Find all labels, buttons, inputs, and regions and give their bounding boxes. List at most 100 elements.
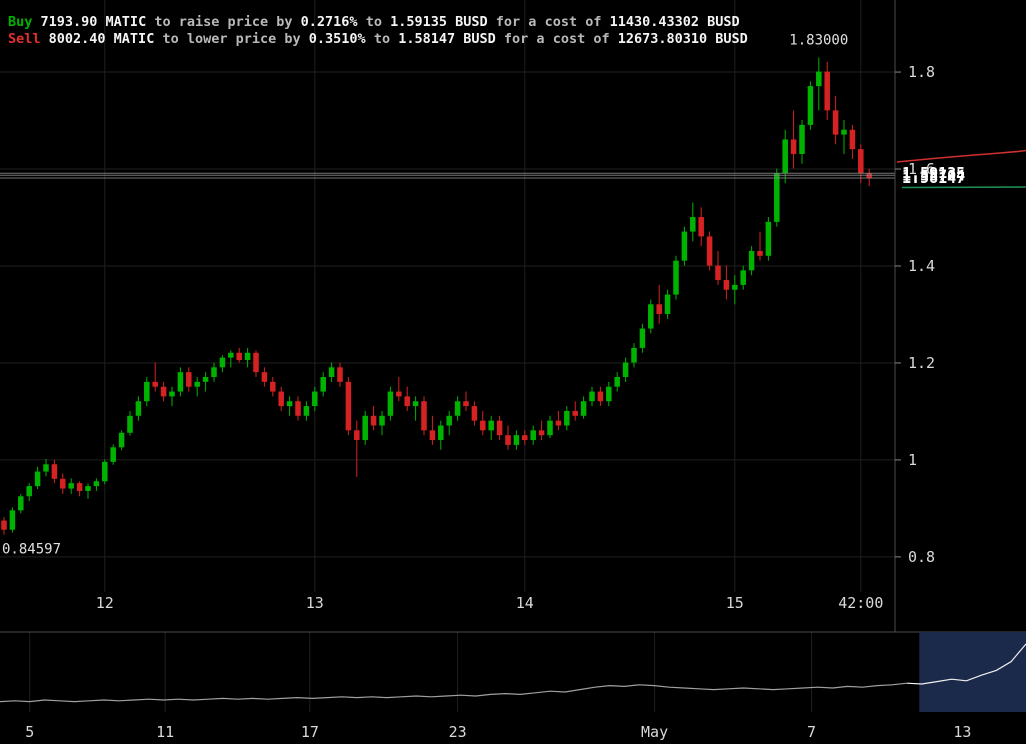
candle-body (202, 377, 209, 382)
candle-body (748, 250, 755, 271)
impact-text: 1.58147 BUSD (398, 31, 496, 47)
candle-body (698, 217, 704, 237)
candle-body (774, 173, 780, 222)
candle-body (1, 520, 7, 530)
bid-depth-curve (901, 186, 1026, 189)
candle-body (93, 481, 100, 487)
price-axis[interactable] (896, 0, 1026, 632)
candle-body (211, 367, 217, 378)
candle-body (664, 294, 671, 314)
buy-impact-line-action: Buy (8, 14, 33, 30)
candle-body (723, 280, 730, 290)
candle-body (219, 357, 226, 368)
candle-body (328, 367, 335, 378)
candle-body (102, 461, 108, 482)
candle-body (496, 420, 503, 436)
buy-impact-line: Buy 7193.90 MATIC to raise price by 0.27… (8, 14, 748, 31)
candle-body (261, 372, 268, 382)
candle-body (732, 284, 738, 290)
candle-body (76, 483, 83, 491)
navigator-line-active (906, 643, 1026, 685)
price-axis-label: 1.2 (908, 354, 935, 372)
candle-body (68, 483, 74, 489)
nav-axis-label: May (641, 723, 668, 741)
candle-body (236, 352, 242, 361)
candle-body (866, 173, 872, 179)
candle-body (370, 415, 377, 426)
time-axis-label: 42:00 (838, 594, 883, 612)
candle-body (177, 372, 184, 392)
candle-body (765, 221, 772, 256)
candle-body (597, 391, 604, 402)
candle-body (832, 110, 839, 135)
candle-body (379, 415, 385, 426)
impact-text: to (365, 14, 382, 30)
candle-body (34, 471, 41, 487)
candle-body (807, 86, 814, 125)
impact-text: 8002.40 MATIC (48, 31, 155, 47)
high-price-annotation: 1.83000 (789, 33, 848, 49)
candle-body (513, 435, 520, 445)
candle-body (85, 486, 91, 491)
candle-body (51, 464, 58, 479)
candle-body (362, 415, 368, 441)
candle-body (454, 401, 461, 416)
price-axis-label: 1.6 (908, 160, 935, 178)
candle-body (538, 430, 545, 436)
candle-body (690, 217, 696, 232)
candle-body (858, 149, 864, 174)
candle-body (715, 265, 721, 281)
order-impact-overlay: Buy 7193.90 MATIC to raise price by 0.27… (8, 14, 748, 48)
candle-body (152, 381, 158, 387)
navigator-selection[interactable] (919, 632, 1026, 712)
candle-body (396, 391, 402, 397)
price-axis-label: 0.8 (908, 548, 935, 566)
candle-body (320, 377, 326, 392)
time-axis-label: 12 (96, 594, 114, 612)
time-axis-label: 15 (726, 594, 744, 612)
candle-body (614, 377, 620, 387)
candle-body (303, 406, 310, 416)
candle-body (564, 410, 570, 426)
chart-plot-area[interactable] (0, 0, 895, 632)
price-axis-label: 1.4 (908, 257, 935, 275)
candle-body (244, 352, 251, 361)
navigator-line (0, 682, 908, 703)
nav-axis-label: 17 (301, 723, 319, 741)
candle-body (26, 486, 32, 497)
nav-axis-label: 5 (25, 723, 34, 741)
candle-body (681, 231, 688, 261)
impact-text: for a cost of (495, 14, 602, 30)
candle-body (488, 420, 494, 431)
candle-body (278, 391, 284, 407)
candle-body (345, 381, 352, 431)
candle-body (606, 386, 612, 402)
candle-body (228, 352, 234, 358)
candle-body (286, 401, 293, 407)
impact-text: 7193.90 MATIC (40, 14, 147, 30)
impact-text: to raise price by (154, 14, 293, 30)
candle-body (463, 401, 469, 407)
candle-body (118, 432, 125, 448)
impact-text: 1.59135 BUSD (390, 14, 488, 30)
nav-axis-label: 7 (807, 723, 816, 741)
candle-body (43, 464, 49, 472)
candle-body (438, 425, 444, 441)
candle-body (673, 260, 679, 295)
candle-body (60, 478, 66, 489)
impact-text: for a cost of (503, 31, 610, 47)
navigator[interactable] (0, 632, 1026, 712)
candle-body (429, 430, 436, 441)
candle-body (412, 401, 419, 407)
candle-body (270, 381, 276, 392)
price-tag: 1.59135 (902, 164, 965, 182)
impact-text: 12673.80310 BUSD (617, 31, 748, 47)
candle-body (127, 415, 133, 433)
price-tag: 1.58147 (902, 169, 965, 187)
candle-body (799, 124, 805, 154)
candle-body (312, 391, 318, 407)
candle-body (790, 139, 797, 154)
candle-body (160, 386, 167, 397)
